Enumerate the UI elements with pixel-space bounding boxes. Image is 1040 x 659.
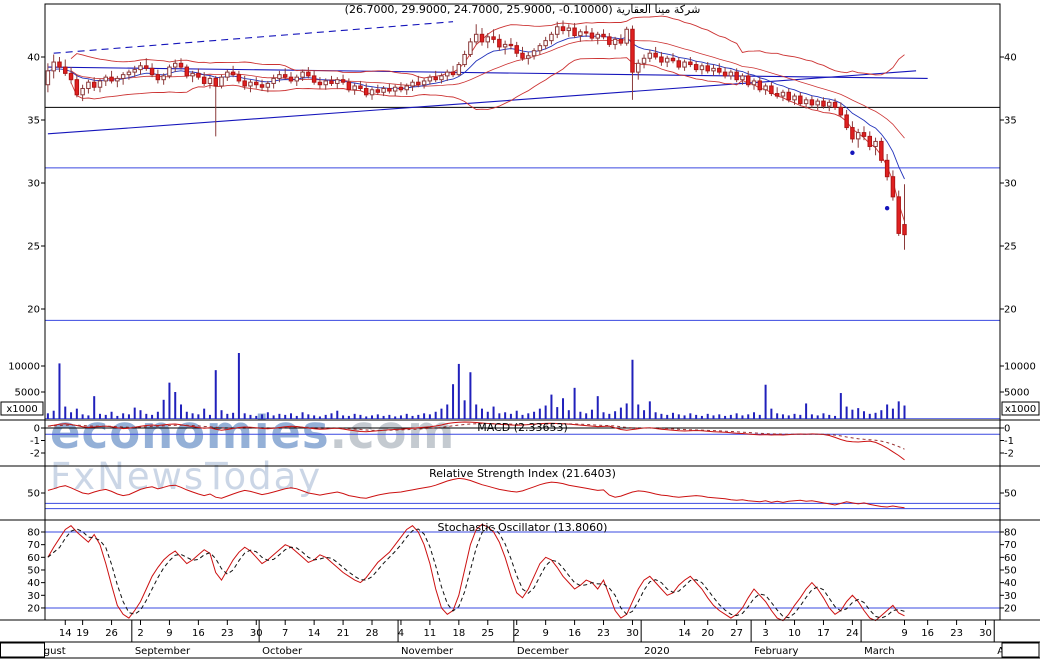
frame-lines [0, 3, 1040, 659]
svg-text:50: 50 [1004, 489, 1017, 500]
svg-text:30: 30 [626, 628, 639, 639]
svg-text:19: 19 [76, 628, 89, 639]
svg-text:November: November [401, 646, 454, 657]
svg-text:30: 30 [27, 179, 40, 190]
svg-text:5000: 5000 [1004, 388, 1029, 399]
svg-text:9: 9 [901, 628, 907, 639]
svg-text:35: 35 [1004, 116, 1017, 127]
svg-text:-1: -1 [1004, 436, 1014, 447]
svg-text:11: 11 [424, 628, 437, 639]
svg-text:70: 70 [1004, 540, 1017, 551]
svg-text:16: 16 [568, 628, 581, 639]
svg-text:14: 14 [59, 628, 72, 639]
svg-text:27: 27 [730, 628, 743, 639]
svg-text:7: 7 [282, 628, 288, 639]
svg-text:23: 23 [597, 628, 610, 639]
svg-text:21: 21 [337, 628, 350, 639]
svg-text:40: 40 [27, 53, 40, 64]
svg-text:9: 9 [166, 628, 172, 639]
svg-text:2: 2 [514, 628, 520, 639]
svg-text:30: 30 [979, 628, 992, 639]
svg-text:20: 20 [701, 628, 714, 639]
svg-text:23: 23 [221, 628, 234, 639]
time-axis: 14 19 26 2 9 16 23 30 7 14 21 28 4 11 18 25 2 9 16 23 30 14 20… [0, 620, 1040, 658]
svg-text:-2: -2 [1004, 449, 1014, 460]
svg-text:28: 28 [366, 628, 379, 639]
axis-labels: 40 40 35 35 30 30 25 25 20 20 10000 10000 5000 5000 0 0… [0, 53, 1040, 614]
svg-text:50: 50 [27, 489, 40, 500]
svg-text:October: October [262, 646, 303, 657]
svg-text:40: 40 [1004, 578, 1017, 589]
svg-text:24: 24 [846, 628, 859, 639]
svg-text:February: February [754, 646, 798, 657]
svg-text:40: 40 [1004, 53, 1017, 64]
svg-text:x1000: x1000 [1005, 404, 1036, 415]
svg-text:60: 60 [1004, 553, 1017, 564]
svg-text:20: 20 [27, 305, 40, 316]
svg-text:17: 17 [817, 628, 830, 639]
svg-text:-1: -1 [30, 436, 40, 447]
svg-text:30: 30 [250, 628, 263, 639]
svg-text:20: 20 [1004, 305, 1017, 316]
svg-text:September: September [135, 646, 191, 657]
svg-text:August: August [31, 646, 66, 657]
svg-text:50: 50 [27, 565, 40, 576]
event-markers [850, 150, 890, 211]
svg-text:10000: 10000 [1004, 362, 1036, 373]
svg-text:60: 60 [27, 553, 40, 564]
svg-text:23: 23 [950, 628, 963, 639]
svg-text:50: 50 [1004, 565, 1017, 576]
svg-text:2: 2 [137, 628, 143, 639]
svg-text:5000: 5000 [15, 388, 40, 399]
svg-text:40: 40 [27, 578, 40, 589]
svg-text:80: 80 [27, 528, 40, 539]
svg-text:35: 35 [27, 116, 40, 127]
svg-text:20: 20 [27, 603, 40, 614]
svg-text:0: 0 [1004, 424, 1010, 435]
trendlines [47, 21, 928, 135]
macd-layer [45, 421, 1000, 461]
svg-text:2020: 2020 [644, 646, 669, 657]
svg-text:30: 30 [1004, 591, 1017, 602]
svg-text:16: 16 [192, 628, 205, 639]
svg-text:14: 14 [308, 628, 321, 639]
svg-text:-2: -2 [30, 449, 40, 460]
svg-text:0: 0 [34, 424, 40, 435]
svg-text:3: 3 [762, 628, 768, 639]
svg-text:x1000: x1000 [6, 404, 37, 415]
svg-text:14: 14 [678, 628, 691, 639]
svg-text:10000: 10000 [8, 362, 40, 373]
rsi-layer [45, 477, 1000, 510]
stoch-layer [45, 523, 1000, 622]
svg-text:18: 18 [452, 628, 465, 639]
svg-text:16: 16 [921, 628, 934, 639]
volume-layer [45, 353, 1000, 419]
ema-line [47, 35, 905, 180]
svg-text:March: March [864, 646, 894, 657]
svg-text:30: 30 [27, 591, 40, 602]
svg-text:20: 20 [1004, 603, 1017, 614]
svg-text:4: 4 [398, 628, 404, 639]
svg-text:10: 10 [788, 628, 801, 639]
svg-text:25: 25 [481, 628, 494, 639]
svg-text:25: 25 [27, 242, 40, 253]
svg-text:30: 30 [1004, 179, 1017, 190]
svg-text:December: December [517, 646, 570, 657]
svg-text:9: 9 [542, 628, 548, 639]
svg-text:26: 26 [105, 628, 118, 639]
svg-text:70: 70 [27, 540, 40, 551]
svg-text:80: 80 [1004, 528, 1017, 539]
svg-text:25: 25 [1004, 242, 1017, 253]
candles-layer [45, 20, 907, 250]
